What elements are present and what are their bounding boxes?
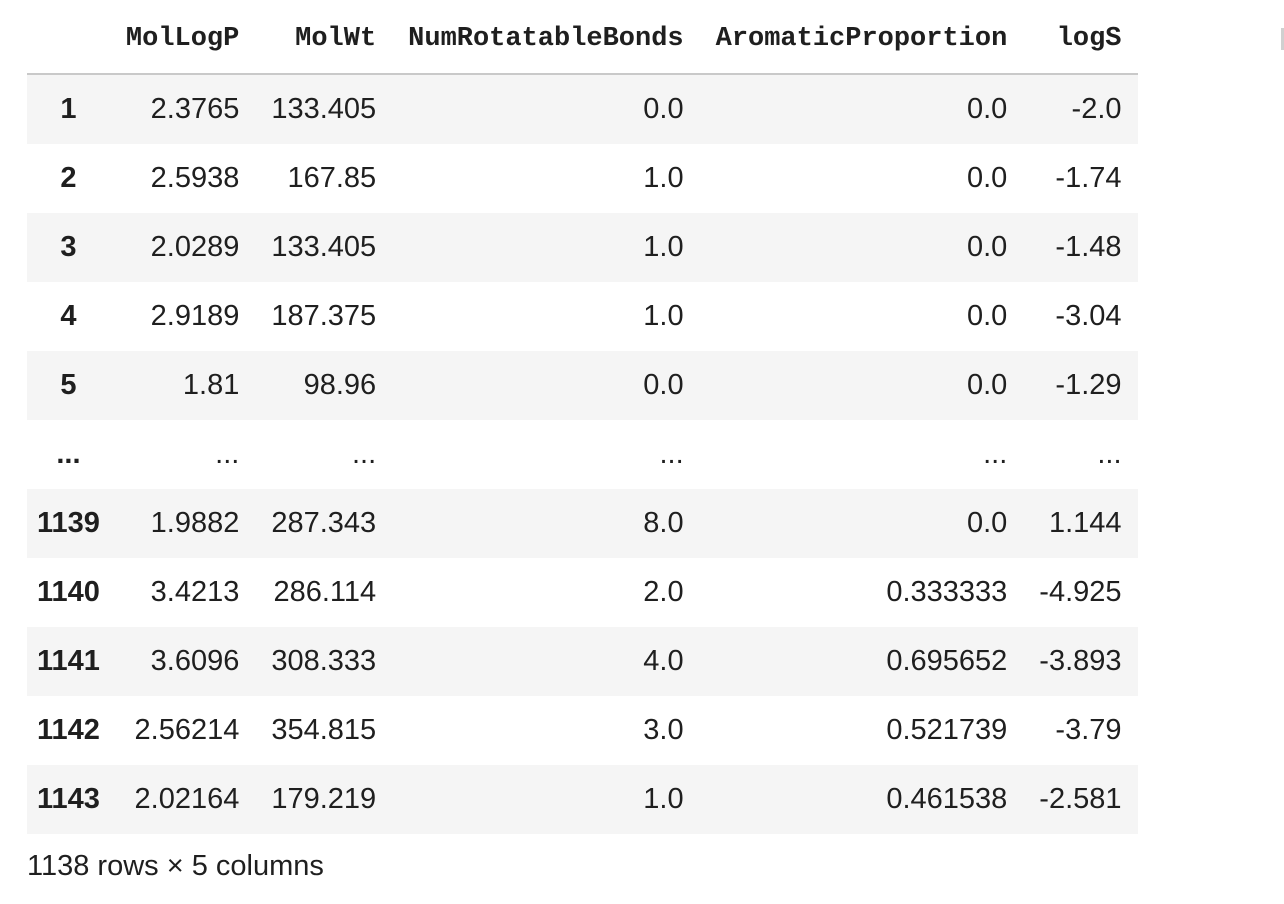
table-row: 1139 1.9882 287.343 8.0 0.0 1.144 [27, 489, 1138, 558]
cell-numrotatablebonds: 0.0 [643, 369, 684, 401]
dataframe-table: MolLogP MolWt NumRotatableBonds Aromatic… [27, 5, 1138, 834]
cell-logs: -3.04 [1055, 300, 1122, 332]
table-row: 2 2.5938 167.85 1.0 0.0 -1.74 [27, 144, 1138, 213]
cell-mollogp: 1.9882 [150, 507, 240, 539]
cell-aromaticproportion: 0.695652 [886, 645, 1008, 677]
column-header-mollogp: MolLogP [109, 5, 256, 75]
table-row: 1140 3.4213 286.114 2.0 0.333333 -4.925 [27, 558, 1138, 627]
cell-molwt: ... [352, 438, 377, 470]
index-header [27, 5, 110, 75]
column-header-molwt: MolWt [255, 5, 393, 75]
cell-numrotatablebonds: 2.0 [643, 576, 684, 608]
cell-mollogp: 1.81 [182, 369, 240, 401]
cell-aromaticproportion: 0.461538 [886, 783, 1008, 815]
row-index: 1139 [37, 507, 100, 539]
cell-numrotatablebonds: 3.0 [643, 714, 684, 746]
cell-molwt: 187.375 [271, 300, 377, 332]
row-index: 1141 [37, 645, 100, 677]
cell-mollogp: 2.5938 [150, 162, 240, 194]
cell-numrotatablebonds: ... [659, 438, 684, 470]
row-index: ... [56, 438, 81, 470]
cell-molwt: 286.114 [273, 576, 377, 608]
cell-logs: ... [1097, 438, 1122, 470]
dataframe-output: MolLogP MolWt NumRotatableBonds Aromatic… [27, 5, 1138, 834]
cell-numrotatablebonds: 1.0 [643, 162, 684, 194]
cell-mollogp: 2.0289 [150, 231, 240, 263]
cell-mollogp: 3.6096 [150, 645, 240, 677]
cell-mollogp: 2.9189 [150, 300, 240, 332]
table-row: 1141 3.6096 308.333 4.0 0.695652 -3.893 [27, 627, 1138, 696]
cell-molwt: 179.219 [271, 783, 377, 815]
cell-aromaticproportion: 0.0 [966, 162, 1008, 194]
row-index: 1140 [37, 576, 100, 608]
header-row: MolLogP MolWt NumRotatableBonds Aromatic… [27, 5, 1138, 75]
table-row: 4 2.9189 187.375 1.0 0.0 -3.04 [27, 282, 1138, 351]
column-header-logs: logS [1023, 5, 1138, 75]
cell-numrotatablebonds: 1.0 [643, 783, 684, 815]
cell-logs: 1.144 [1048, 507, 1122, 539]
row-index: 2 [60, 162, 77, 194]
dataframe-shape-caption: 1138 rows × 5 columns [27, 850, 324, 882]
cell-mollogp: 2.56214 [134, 714, 240, 746]
table-row: 1 2.3765 133.405 0.0 0.0 -2.0 [27, 74, 1138, 144]
cell-aromaticproportion: ... [983, 438, 1008, 470]
cell-logs: -2.0 [1071, 93, 1122, 125]
cell-molwt: 133.405 [271, 93, 377, 125]
row-index: 5 [60, 369, 77, 401]
cell-logs: -1.74 [1055, 162, 1122, 194]
cell-molwt: 354.815 [271, 714, 377, 746]
cell-logs: -3.893 [1039, 645, 1122, 677]
row-index: 3 [60, 231, 77, 263]
cell-molwt: 308.333 [271, 645, 377, 677]
cell-molwt: 133.405 [271, 231, 377, 263]
cell-logs: -1.48 [1055, 231, 1122, 263]
column-header-aromaticproportion: AromaticProportion [699, 5, 1024, 75]
table-row: 3 2.0289 133.405 1.0 0.0 -1.48 [27, 213, 1138, 282]
row-index: 1142 [37, 714, 100, 746]
cell-numrotatablebonds: 8.0 [643, 507, 684, 539]
cell-aromaticproportion: 0.0 [966, 231, 1008, 263]
cell-numrotatablebonds: 1.0 [643, 231, 684, 263]
cell-aromaticproportion: 0.521739 [886, 714, 1008, 746]
cell-logs: -1.29 [1055, 369, 1122, 401]
cell-molwt: 167.85 [287, 162, 377, 194]
ellipsis-row: ... ... ... ... ... ... [27, 420, 1138, 489]
row-index: 1 [60, 93, 77, 125]
column-header-numrotatablebonds: NumRotatableBonds [392, 5, 700, 75]
cell-numrotatablebonds: 0.0 [643, 93, 684, 125]
row-index: 4 [60, 300, 77, 332]
cell-aromaticproportion: 0.0 [966, 300, 1008, 332]
cell-molwt: 287.343 [271, 507, 377, 539]
cell-logs: -4.925 [1039, 576, 1122, 608]
cell-aromaticproportion: 0.0 [966, 369, 1008, 401]
cell-mollogp: 2.3765 [150, 93, 240, 125]
cell-aromaticproportion: 0.333333 [886, 576, 1008, 608]
cell-numrotatablebonds: 1.0 [643, 300, 684, 332]
cell-aromaticproportion: 0.0 [966, 93, 1008, 125]
cell-logs: -2.581 [1039, 783, 1122, 815]
cell-mollogp: ... [215, 438, 240, 470]
horizontal-scroll-edge[interactable] [1281, 28, 1284, 50]
table-row: 5 1.81 98.96 0.0 0.0 -1.29 [27, 351, 1138, 420]
cell-logs: -3.79 [1055, 714, 1122, 746]
cell-mollogp: 2.02164 [134, 783, 240, 815]
cell-molwt: 98.96 [303, 369, 377, 401]
cell-aromaticproportion: 0.0 [966, 507, 1008, 539]
cell-numrotatablebonds: 4.0 [643, 645, 684, 677]
table-row: 1143 2.02164 179.219 1.0 0.461538 -2.581 [27, 765, 1138, 834]
table-row: 1142 2.56214 354.815 3.0 0.521739 -3.79 [27, 696, 1138, 765]
row-index: 1143 [37, 783, 100, 815]
cell-mollogp: 3.4213 [150, 576, 240, 608]
